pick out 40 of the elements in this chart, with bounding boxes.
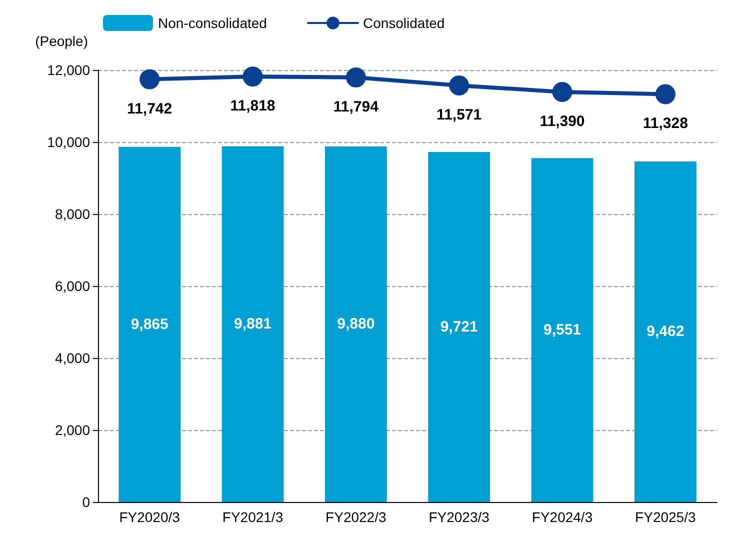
y-tick-label: 8,000 xyxy=(54,206,90,222)
y-tick-label: 0 xyxy=(82,494,90,510)
bar xyxy=(324,146,387,502)
bar xyxy=(428,152,490,502)
point xyxy=(655,84,676,104)
y-tick-label: 10,000 xyxy=(47,134,90,150)
data-label: 9,551 xyxy=(543,322,582,339)
x-tick-label: FY2021/3 xyxy=(222,509,284,525)
y-tick-label: 4,000 xyxy=(54,350,90,366)
data-label: 9,865 xyxy=(130,316,168,333)
y-tick-label: 2,000 xyxy=(54,422,90,438)
point xyxy=(449,75,470,96)
data-label: 11,818 xyxy=(230,98,276,115)
legend-label: Consolidated xyxy=(362,15,445,31)
point xyxy=(552,82,572,102)
bar xyxy=(634,161,696,502)
y-tick-label: 12,000 xyxy=(47,62,90,78)
legend-label: Non-consolidated xyxy=(158,15,267,31)
x-tick-label: FY2020/3 xyxy=(119,509,180,525)
data-label: 11,571 xyxy=(436,106,482,124)
bar xyxy=(531,158,594,502)
data-label: 9,880 xyxy=(337,316,375,333)
data-label: 9,721 xyxy=(440,318,478,336)
y-tick-label: 6,000 xyxy=(54,278,90,294)
x-tick-label: FY2025/3 xyxy=(635,509,696,525)
point xyxy=(140,69,160,90)
x-tick-label: FY2023/3 xyxy=(428,509,490,525)
x-tick-label: FY2022/3 xyxy=(326,509,386,525)
bar xyxy=(118,146,181,502)
bar xyxy=(222,146,284,502)
point xyxy=(242,66,263,87)
data-label: 11,328 xyxy=(642,115,688,132)
data-label: 9,462 xyxy=(646,323,684,340)
x-tick-label: FY2024/3 xyxy=(532,509,593,525)
data-label: 9,881 xyxy=(234,316,272,333)
data-label: 11,742 xyxy=(127,100,172,118)
data-label: 11,794 xyxy=(333,98,380,116)
point xyxy=(346,67,366,88)
y-axis-title: (People) xyxy=(35,33,88,49)
data-label: 11,390 xyxy=(540,112,585,130)
